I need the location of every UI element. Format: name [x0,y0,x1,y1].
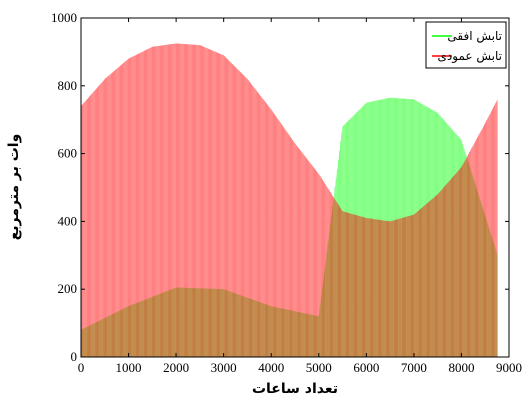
y-axis-ticks: 0 200 400 600 800 1000 [51,10,509,364]
x-axis-ticks: 0 1000 2000 3000 4000 5000 6000 7000 8000 9000 [78,18,522,375]
x-tick-label: 6000 [353,360,379,375]
x-tick-label: 3000 [211,360,237,375]
series-lines-1 [81,43,498,357]
y-tick-label: 1000 [51,10,77,25]
y-tick-label: 400 [58,213,78,228]
legend-label-vertical: تابش عمودی [438,49,502,64]
x-tick-label: 7000 [401,360,427,375]
x-tick-label: 2000 [163,360,189,375]
axes-box [80,17,510,358]
y-axis-title: وات بر مترمربع [6,134,22,241]
series-layer [81,43,498,357]
x-tick-label: 5000 [306,360,332,375]
legend-label-horizontal: تابش افقی [447,29,502,44]
x-tick-label: 8000 [448,360,474,375]
x-tick-label: 9000 [496,360,522,375]
y-tick-label: 200 [58,281,78,296]
legend-box [425,21,507,69]
x-tick-label: 4000 [258,360,284,375]
x-tick-label: 1000 [116,360,142,375]
series-1 [81,43,498,357]
y-tick-label: 800 [58,78,78,93]
y-tick-label: 600 [58,146,78,161]
x-tick-label: 0 [78,360,85,375]
x-axis-title: تعداد ساعات [252,381,338,397]
y-tick-label: 0 [71,349,78,364]
legend: تابش افقی تابش عمودی [425,21,507,69]
